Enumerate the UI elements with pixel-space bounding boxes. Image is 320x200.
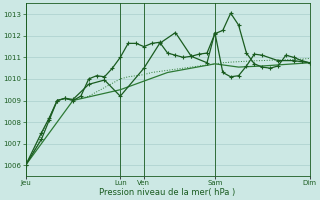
X-axis label: Pression niveau de la mer( hPa ): Pression niveau de la mer( hPa ) [100,188,236,197]
